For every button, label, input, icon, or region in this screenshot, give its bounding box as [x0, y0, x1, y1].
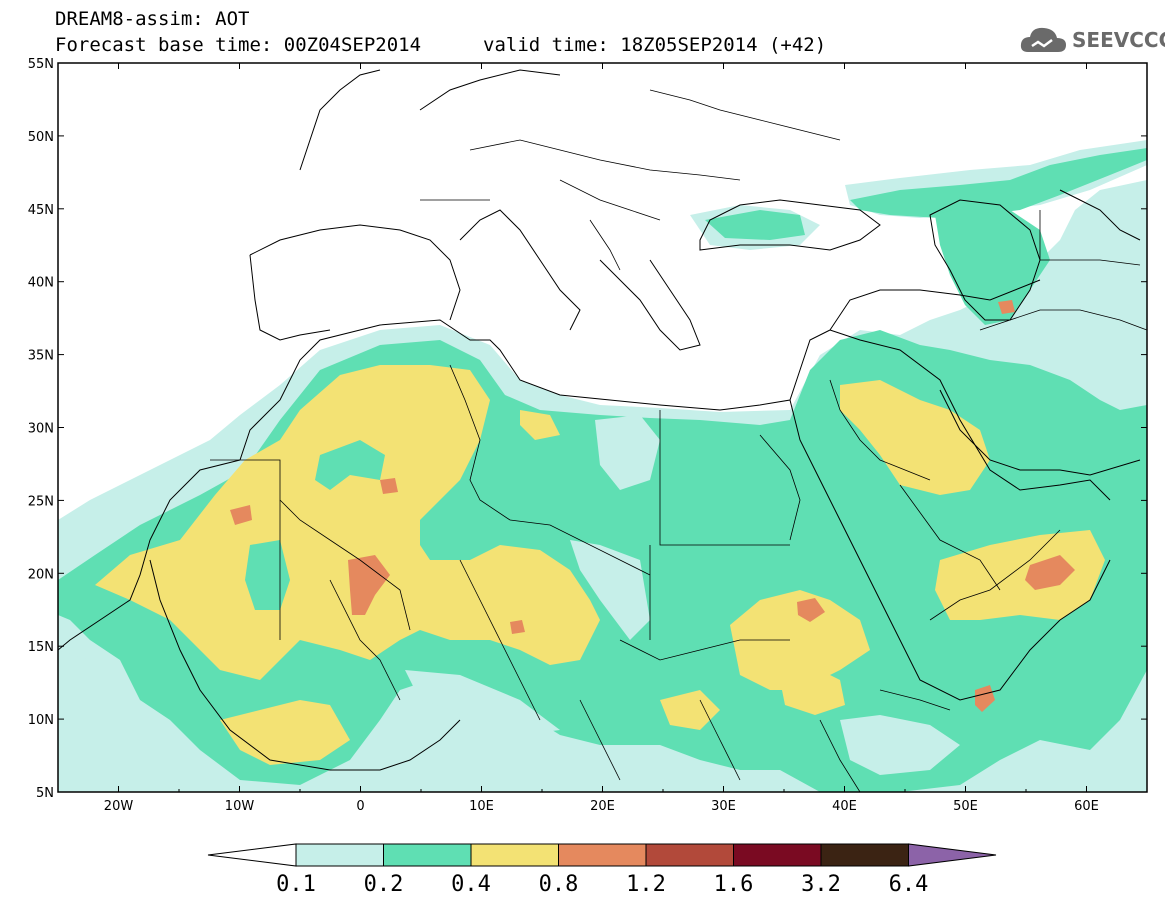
aot-level-0.4 [220, 700, 350, 765]
lat-label: 15N [28, 640, 54, 655]
aot-level-0.4 [730, 590, 870, 690]
aot-level-0.4 [935, 530, 1105, 620]
colorbar-swatch [383, 843, 472, 867]
aot-level-0.8 [348, 555, 390, 615]
aot-field [58, 63, 1147, 792]
aot-level-0.4 [780, 665, 845, 715]
colorbar-swatch [820, 843, 909, 867]
lat-label: 30N [28, 422, 54, 437]
aot-level-0.2 [935, 205, 1050, 325]
lat-label: 10N [28, 713, 54, 728]
lon-label: 10W [225, 799, 255, 814]
title-line-2: Forecast base time: 00Z04SEP2014 [55, 34, 422, 56]
colorbar-label: 0.2 [363, 872, 404, 897]
country-borders [210, 89, 1147, 792]
colorbar-label: 1.6 [713, 872, 754, 897]
aot-level-0.1 [405, 670, 560, 735]
lat-label: 5N [36, 786, 54, 801]
lat-label: 50N [28, 130, 54, 145]
aot-level-0.4 [660, 690, 720, 730]
colorbar-swatch [733, 843, 822, 867]
colorbar-label: 0.8 [538, 872, 579, 897]
aot-level-0.1 [58, 650, 150, 760]
aot-level-0.4 [520, 410, 560, 440]
aot-level-0.2 [245, 540, 290, 610]
aot-level-0.4 [95, 365, 600, 680]
coastlines [58, 69, 1141, 771]
cloud-icon [1020, 27, 1066, 52]
colorbar-label: 3.2 [801, 872, 841, 897]
lat-label: 20N [28, 567, 54, 582]
title-line-1: DREAM8-assim: AOT [55, 8, 250, 30]
lat-label: 35N [28, 349, 54, 364]
lon-label: 20E [590, 799, 615, 814]
colorbar-label: 0.1 [276, 872, 316, 897]
lon-label: 20W [104, 799, 134, 814]
valid-time: valid time: 18Z05SEP2014 (+42) [483, 34, 827, 56]
lat-label: 55N [28, 57, 54, 72]
aot-level-0.2 [705, 210, 805, 240]
lat-label: 40N [28, 276, 54, 291]
aot-level-0.8 [975, 685, 995, 712]
colorbar-label: 1.2 [626, 872, 666, 897]
colorbar-swatch [295, 843, 384, 867]
axis-labels: 5N 10N 15N 20N 25N 30N 35N 40N 45N 50N 55N 20W 10W 0 1… [28, 57, 1099, 814]
colorbar-label: 6.4 [888, 872, 929, 897]
lon-label: 10E [469, 799, 494, 814]
lon-label: 30E [711, 799, 736, 814]
colorbar-swatch [645, 843, 734, 867]
aot-level-0.1 [840, 715, 960, 775]
aot-level-0.1 [595, 415, 660, 490]
colorbar-swatch [470, 843, 559, 867]
lon-label: 0 [356, 799, 364, 814]
colorbar-under-arrow [207, 843, 297, 867]
lat-label: 45N [28, 203, 54, 218]
lat-label: 25N [28, 494, 54, 509]
axis-ticks [57, 62, 1148, 793]
seevccc-logo: SEEVCCC [1018, 22, 1165, 58]
lon-label: 50E [953, 799, 978, 814]
aot-level-0.4 [840, 380, 990, 495]
aot-level-0.8 [1025, 555, 1075, 590]
aot-level-0.8 [230, 505, 252, 525]
aot-level-0.8 [380, 478, 398, 494]
lon-label: 60E [1074, 799, 1099, 814]
aot-level-0.8 [797, 598, 825, 622]
logo-text: SEEVCCC [1072, 28, 1165, 52]
aot-level-0.8 [510, 620, 525, 634]
lon-label: 40E [832, 799, 857, 814]
aot-level-0.2 [850, 148, 1147, 218]
colorbar-label: 0.4 [451, 872, 491, 897]
aot-level-0.2 [315, 440, 385, 490]
aot-level-0.8 [998, 300, 1015, 314]
colorbar-over-arrow [908, 843, 997, 867]
colorbar-swatch [558, 843, 647, 867]
